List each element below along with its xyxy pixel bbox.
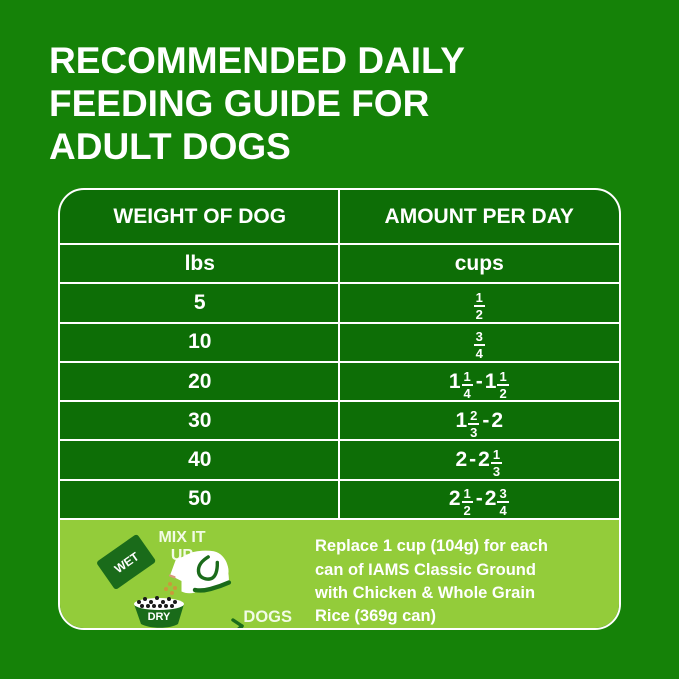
svg-text:DRY: DRY xyxy=(148,611,171,623)
svg-text:DOGS: DOGS xyxy=(243,608,292,626)
svg-text:MIX IT: MIX IT xyxy=(158,529,205,546)
svg-text:LOVE IT: LOVE IT xyxy=(228,626,292,630)
